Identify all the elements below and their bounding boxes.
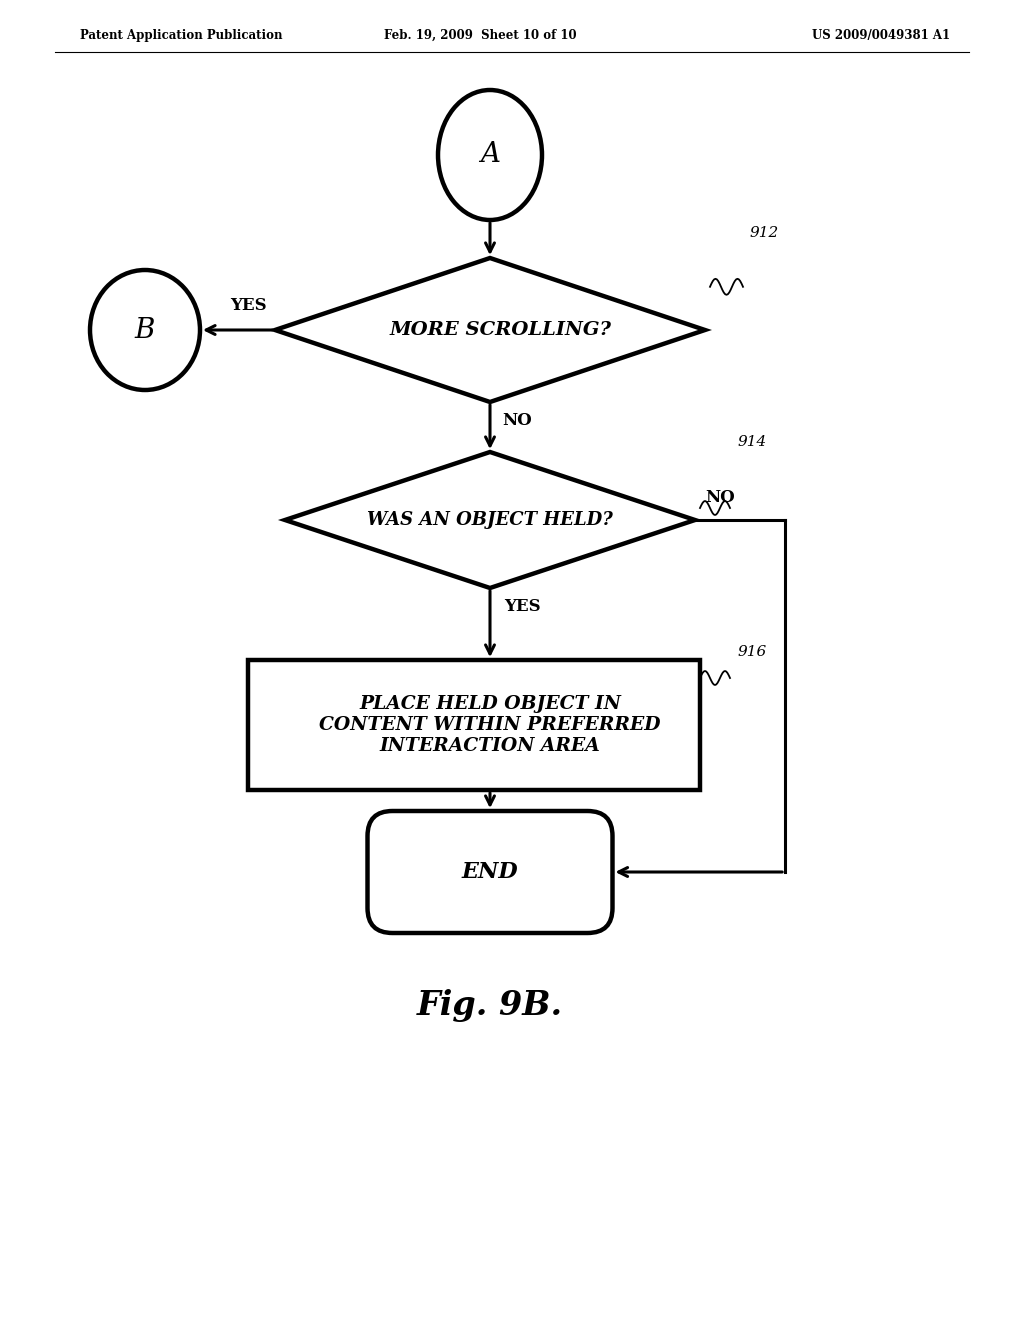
Text: Feb. 19, 2009  Sheet 10 of 10: Feb. 19, 2009 Sheet 10 of 10 [384,29,577,41]
Text: WAS AN OBJECT HELD?: WAS AN OBJECT HELD? [368,511,613,529]
Text: YES: YES [504,598,541,615]
Text: Patent Application Publication: Patent Application Publication [80,29,283,41]
Text: B: B [135,317,156,343]
Text: NO: NO [705,488,735,506]
Bar [248,660,700,789]
Text: 914: 914 [737,436,766,449]
Text: PLACE HELD OBJECT IN
CONTENT WITHIN PREFERRED
INTERACTION AREA: PLACE HELD OBJECT IN CONTENT WITHIN PREF… [319,696,660,755]
Text: A: A [480,141,500,169]
Ellipse shape [438,90,542,220]
FancyBboxPatch shape [368,810,612,933]
Polygon shape [285,451,695,587]
Polygon shape [275,257,705,403]
Text: 916: 916 [737,645,766,659]
Ellipse shape [90,271,200,389]
Text: YES: YES [230,297,267,314]
Text: NO: NO [502,412,531,429]
Text: 912: 912 [750,226,779,240]
Text: MORE SCROLLING?: MORE SCROLLING? [389,321,611,339]
Text: Fig. 9B.: Fig. 9B. [417,989,563,1022]
Text: US 2009/0049381 A1: US 2009/0049381 A1 [812,29,950,41]
Text: END: END [462,861,518,883]
